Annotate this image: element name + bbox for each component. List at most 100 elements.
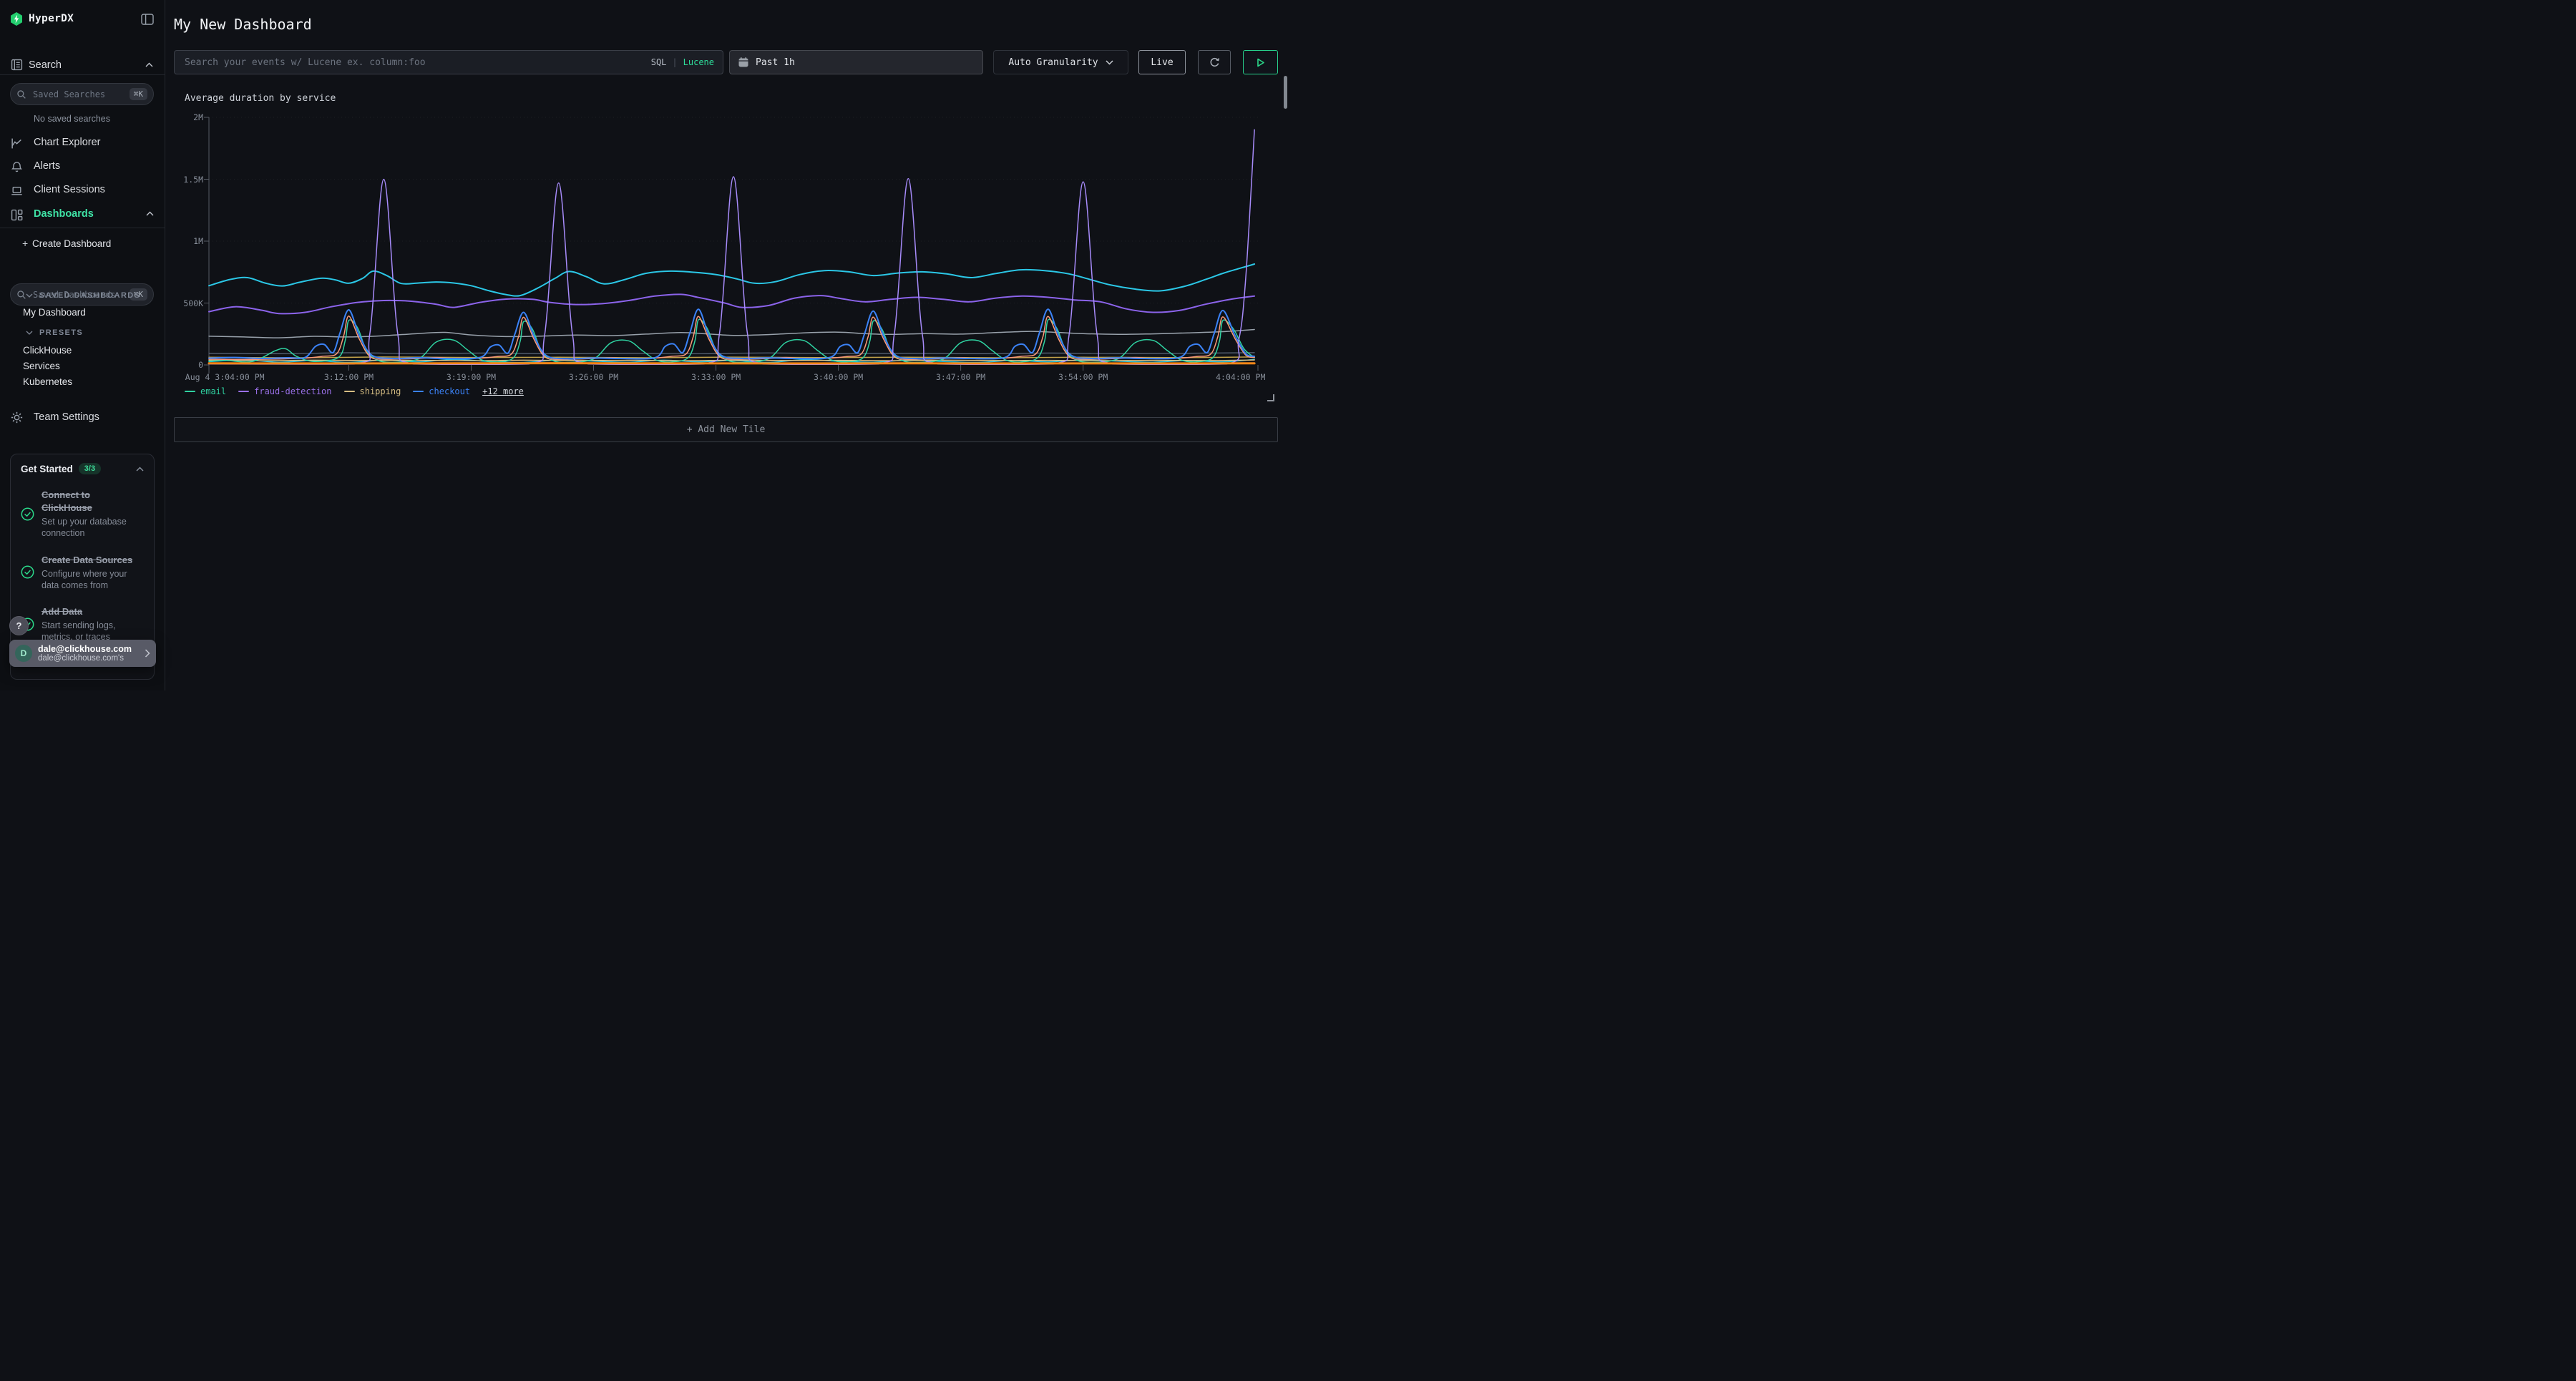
page-title: My New Dashboard <box>174 16 312 33</box>
user-email: dale@clickhouse.com <box>38 644 132 654</box>
search-collapse-chevron-up-icon[interactable] <box>145 62 153 67</box>
sidebar-item-clickhouse[interactable]: ClickHouse <box>23 345 72 356</box>
sql-toggle[interactable]: SQL <box>650 57 667 67</box>
event-search-input[interactable] <box>183 56 651 69</box>
plus-icon: + <box>22 238 29 249</box>
chart-explorer-icon <box>11 137 23 150</box>
bell-icon <box>11 161 23 173</box>
time-range-value: Past 1h <box>756 57 795 68</box>
sidebar-item-alerts[interactable]: Alerts <box>0 155 165 179</box>
chevron-right-icon <box>145 649 150 658</box>
add-new-tile-button[interactable]: + Add New Tile <box>174 417 1278 442</box>
saved-dashboards-input[interactable] <box>31 288 130 301</box>
chart-legend: email fraud-detection shipping checkout +12 … <box>185 386 524 396</box>
gear-icon <box>11 411 23 424</box>
sidebar-item-team-settings[interactable]: Team Settings <box>0 409 165 426</box>
search-section-icon <box>11 59 23 71</box>
time-range-picker[interactable]: Past 1h <box>729 50 983 74</box>
run-query-button[interactable] <box>1243 50 1278 74</box>
sidebar: HyperDX Search ⌘K No saved searches Char… <box>0 0 165 690</box>
sidebar-item-kubernetes[interactable]: Kubernetes <box>23 376 73 387</box>
task-connect-clickhouse[interactable]: Connect to ClickHouse Set up your databa… <box>21 489 144 540</box>
hyperdx-logo-icon <box>10 12 23 26</box>
refresh-button[interactable] <box>1198 50 1231 74</box>
user-menu[interactable]: D dale@clickhouse.com dale@clickhouse.co… <box>9 640 156 667</box>
legend-item-checkout[interactable]: checkout <box>413 386 470 396</box>
task-add-data[interactable]: Add Data Start sending logs, metrics, or… <box>21 605 144 643</box>
dashboards-collapse-chevron-up-icon[interactable] <box>146 211 154 216</box>
legend-item-email[interactable]: email <box>185 386 226 396</box>
dashboards-grid-icon <box>11 209 23 221</box>
task-create-data-sources[interactable]: Create Data Sources Configure where your… <box>21 554 144 592</box>
app-title: HyperDX <box>29 13 74 24</box>
no-saved-searches-text: No saved searches <box>34 114 111 124</box>
legend-swatch <box>238 391 250 392</box>
series-line-checkout[interactable] <box>208 308 1256 360</box>
scrollbar-thumb[interactable] <box>1284 76 1287 109</box>
x-axis-label: 4:04:00 PM <box>1216 372 1266 382</box>
avatar: D <box>15 645 32 662</box>
series-line-fraud-detection[interactable] <box>208 293 1256 315</box>
series-line-extra-0[interactable] <box>208 352 1255 355</box>
check-circle-icon <box>21 507 34 521</box>
tile-resize-handle[interactable] <box>1267 394 1274 401</box>
get-started-title: Get Started <box>21 463 73 474</box>
sidebar-item-services[interactable]: Services <box>23 361 60 371</box>
x-axis-label: 3:47:00 PM <box>936 372 986 382</box>
series-line-extra-6[interactable] <box>208 263 1256 297</box>
granularity-value: Auto Granularity <box>1008 57 1098 68</box>
y-axis-label: 1M <box>193 236 203 246</box>
calendar-icon <box>738 57 748 67</box>
refresh-icon <box>1209 57 1221 69</box>
saved-dashboards-section-header[interactable]: SAVED DASHBOARDS <box>26 291 140 300</box>
legend-swatch <box>185 391 195 392</box>
get-started-chevron-up-icon[interactable] <box>136 467 144 472</box>
x-axis-label: 3:40:00 PM <box>813 372 864 382</box>
x-axis-label: 3:33:00 PM <box>691 372 741 382</box>
collapse-sidebar-icon[interactable] <box>141 14 154 25</box>
duration-chart <box>204 117 1259 374</box>
sidebar-item-chart-explorer[interactable]: Chart Explorer <box>0 132 165 155</box>
series-line-extra-4[interactable] <box>208 328 1255 338</box>
get-started-header[interactable]: Get Started 3/3 <box>21 463 144 474</box>
x-axis-label: Aug 4 3:04:00 PM <box>185 372 265 382</box>
chevron-down-icon <box>1106 59 1113 65</box>
lucene-toggle[interactable]: Lucene <box>683 57 714 67</box>
granularity-select[interactable]: Auto Granularity <box>993 50 1128 74</box>
series-line-shipping[interactable] <box>208 359 1255 361</box>
y-axis-label: 2M <box>193 112 203 122</box>
check-circle-icon <box>21 565 34 579</box>
saved-dashboards-search[interactable]: ⌘K <box>10 283 154 306</box>
y-axis-label: 1.5M <box>183 174 203 185</box>
series-line-extra-10[interactable] <box>208 129 1255 366</box>
create-dashboard-button[interactable]: + Create Dashboard <box>22 238 112 249</box>
x-axis-label: 3:26:00 PM <box>568 372 619 382</box>
legend-more-link[interactable]: +12 more <box>482 386 524 396</box>
series-line-extra-1[interactable] <box>208 356 1255 358</box>
shortcut-badge: ⌘K <box>129 88 147 100</box>
x-axis-label: 3:54:00 PM <box>1058 372 1108 382</box>
legend-item-shipping[interactable]: shipping <box>343 386 401 396</box>
legend-item-fraud-detection[interactable]: fraud-detection <box>238 386 332 396</box>
language-divider: | <box>672 57 678 67</box>
legend-swatch <box>413 391 424 392</box>
sidebar-item-search[interactable]: Search <box>29 59 62 71</box>
sidebar-item-dashboards[interactable]: Dashboards <box>0 203 165 227</box>
chevron-down-icon <box>26 331 33 335</box>
sidebar-item-my-dashboard[interactable]: My Dashboard <box>23 307 86 318</box>
sidebar-item-client-sessions[interactable]: Client Sessions <box>0 179 165 202</box>
x-axis-label: 3:19:00 PM <box>446 372 497 382</box>
shortcut-badge: ⌘K <box>129 288 147 301</box>
saved-searches-search[interactable]: ⌘K <box>10 83 154 105</box>
legend-label: checkout <box>429 386 471 396</box>
user-team: dale@clickhouse.com's <box>38 654 124 663</box>
y-axis-label: 500K <box>183 298 203 308</box>
presets-section-header[interactable]: PRESETS <box>26 328 83 337</box>
event-search-box[interactable]: SQL | Lucene <box>174 50 723 74</box>
live-button[interactable]: Live <box>1138 50 1186 74</box>
legend-label: email <box>200 386 227 396</box>
help-button[interactable]: ? <box>9 616 29 635</box>
search-icon <box>16 89 26 99</box>
chart-tile-title: Average duration by service <box>185 93 336 104</box>
saved-searches-input[interactable] <box>31 88 130 100</box>
